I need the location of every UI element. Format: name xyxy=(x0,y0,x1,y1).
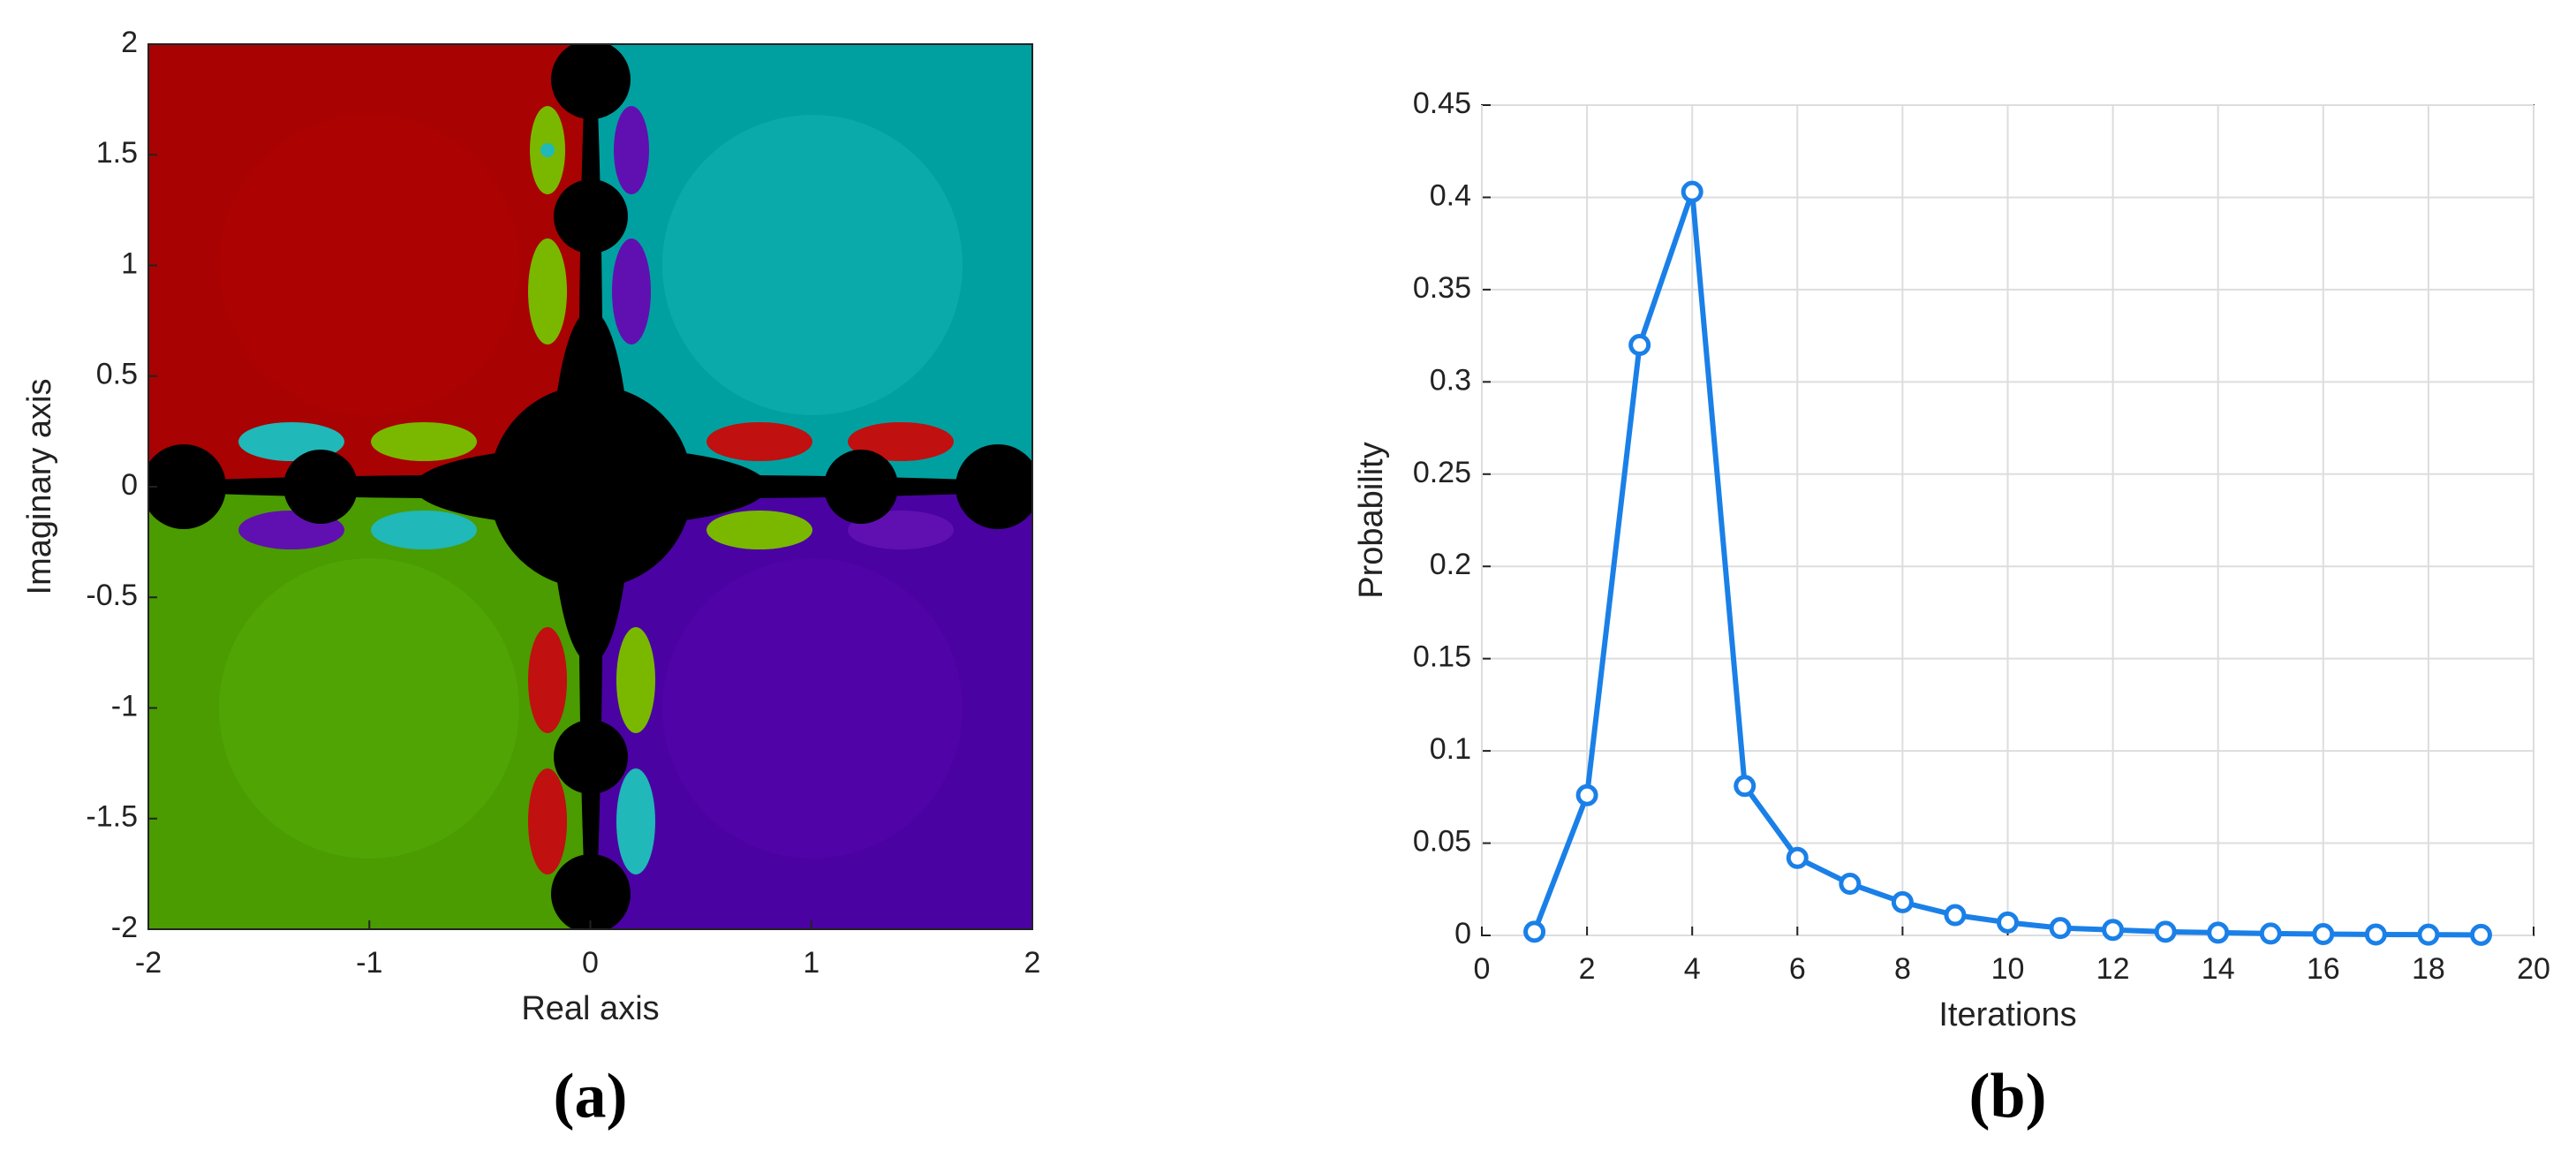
marker xyxy=(2364,923,2387,946)
x-tick-label: 20 xyxy=(2517,952,2550,986)
caption: (b) xyxy=(1969,1061,2047,1132)
marker xyxy=(2417,923,2440,946)
y-tick-label: 0.15 xyxy=(1413,640,1471,674)
y-tick-label: 0.3 xyxy=(1430,363,1471,397)
marker xyxy=(1839,873,1862,896)
marker xyxy=(1944,904,1967,927)
y-tick-label: 0 xyxy=(1454,917,1471,950)
marker xyxy=(1997,911,2019,934)
x-axis-label: Iterations xyxy=(1938,996,2076,1033)
marker xyxy=(1523,920,1546,943)
x-tick-label: 6 xyxy=(1789,952,1806,986)
marker xyxy=(2207,921,2230,944)
y-tick-label: 0.2 xyxy=(1430,548,1471,581)
y-tick-label: 1 xyxy=(121,246,138,280)
y-tick-label: -2 xyxy=(111,911,138,944)
marker xyxy=(2049,917,2072,940)
x-tick-label: 2 xyxy=(1024,946,1041,980)
y-tick-label: -1.5 xyxy=(86,800,138,834)
x-tick-label: 16 xyxy=(2307,952,2340,986)
y-tick-label: 0.4 xyxy=(1430,178,1471,212)
basin-image xyxy=(148,44,1032,929)
y-tick-label: 2 xyxy=(121,26,138,59)
marker xyxy=(1575,783,1598,806)
marker xyxy=(1628,334,1651,357)
x-tick-label: 10 xyxy=(1991,952,2025,986)
x-tick-label: 1 xyxy=(803,946,820,980)
x-tick-label: 14 xyxy=(2202,952,2235,986)
marker xyxy=(1786,846,1809,869)
x-tick-label: 18 xyxy=(2412,952,2445,986)
y-tick-label: 0.1 xyxy=(1430,732,1471,766)
marker xyxy=(1734,775,1756,798)
marker xyxy=(1891,890,1914,913)
x-tick-label: -1 xyxy=(356,946,382,980)
y-tick-label: -1 xyxy=(111,689,138,723)
y-tick-label: 0.45 xyxy=(1413,87,1471,120)
y-tick-label: -0.5 xyxy=(86,579,138,612)
y-tick-label: 0.35 xyxy=(1413,271,1471,305)
x-tick-label: -2 xyxy=(135,946,162,980)
y-tick-label: 0 xyxy=(121,468,138,502)
x-tick-label: 4 xyxy=(1684,952,1701,986)
marker xyxy=(2154,920,2177,943)
y-axis-label: Imaginary axis xyxy=(21,379,58,595)
marker xyxy=(2312,923,2335,946)
y-axis-label: Probability xyxy=(1353,442,1390,598)
y-tick-label: 0.5 xyxy=(96,358,138,391)
y-tick-label: 0.25 xyxy=(1413,456,1471,489)
x-tick-label: 12 xyxy=(2096,952,2130,986)
marker xyxy=(2469,923,2492,946)
x-tick-label: 0 xyxy=(1474,952,1491,986)
x-tick-label: 0 xyxy=(582,946,599,980)
y-tick-label: 1.5 xyxy=(96,136,138,170)
marker xyxy=(2102,919,2125,942)
x-tick-label: 2 xyxy=(1579,952,1596,986)
marker xyxy=(1681,180,1703,203)
marker xyxy=(2259,922,2282,945)
y-tick-label: 0.05 xyxy=(1413,825,1471,859)
caption: (a) xyxy=(554,1061,628,1132)
x-axis-label: Real axis xyxy=(521,990,659,1027)
x-tick-label: 8 xyxy=(1894,952,1911,986)
